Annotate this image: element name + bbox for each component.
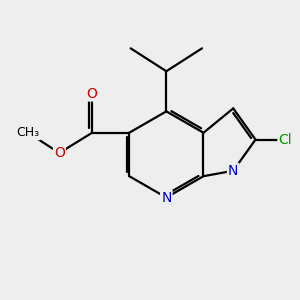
- Text: N: N: [228, 164, 238, 178]
- Text: O: O: [87, 86, 98, 100]
- Text: CH₃: CH₃: [16, 126, 40, 139]
- Text: Cl: Cl: [278, 133, 292, 147]
- Text: O: O: [54, 146, 65, 160]
- Text: N: N: [161, 190, 172, 205]
